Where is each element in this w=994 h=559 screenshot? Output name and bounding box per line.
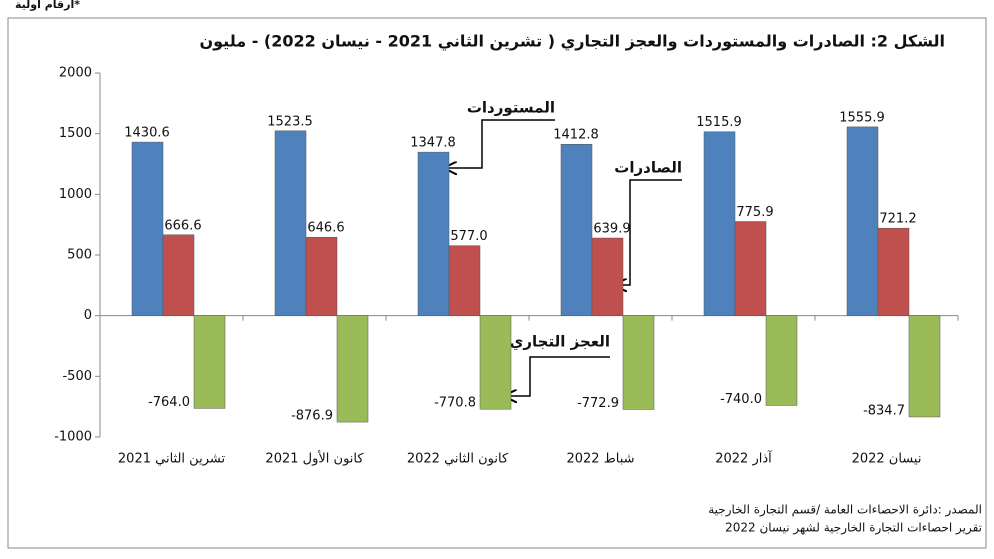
value-label: 1412.8 <box>553 128 599 143</box>
x-tick-label: تشرين الثاني 2021 <box>118 452 226 467</box>
value-label: -740.0 <box>720 392 762 407</box>
value-label: 577.0 <box>450 229 487 244</box>
x-tick-label: آذار 2022 <box>715 450 773 467</box>
value-label: 1555.9 <box>839 110 885 125</box>
source: تقرير احصاءات التجارة الخارجية لشهر نيسا… <box>725 521 982 536</box>
legend-label: الصادرات <box>614 159 682 177</box>
x-tick-label: شباط 2022 <box>566 452 634 467</box>
value-label: 666.6 <box>164 218 201 233</box>
y-tick-label: 1000 <box>59 187 92 202</box>
bar <box>591 237 624 316</box>
value-label: 646.6 <box>307 221 344 236</box>
chart-title: الشكل 2: الصادرات والمستوردات والعجز الت… <box>199 32 945 52</box>
legend-label: المستوردات <box>467 99 555 117</box>
y-tick-label: 1500 <box>59 126 92 141</box>
bar <box>734 221 767 316</box>
bar <box>877 227 910 316</box>
bar <box>193 315 226 409</box>
value-label: 639.9 <box>593 222 630 237</box>
note: *أرقام أولية <box>15 0 80 11</box>
y-tick-label: -500 <box>62 369 92 384</box>
value-label: 1523.5 <box>267 114 313 129</box>
callout-arrow <box>445 119 555 168</box>
value-label: 1347.8 <box>410 136 456 151</box>
x-tick-label: كانون الأول 2021 <box>265 450 364 467</box>
bar <box>131 141 164 316</box>
bar <box>417 151 450 316</box>
y-tick-label: 500 <box>67 248 92 263</box>
bar <box>274 130 307 316</box>
value-label: -772.9 <box>577 396 619 411</box>
value-label: -770.8 <box>434 396 476 411</box>
y-tick-label: -1000 <box>54 430 92 445</box>
bar <box>336 315 369 423</box>
y-tick-label: 2000 <box>59 66 92 81</box>
value-label: 721.2 <box>879 212 916 227</box>
x-tick-label: كانون الثاني 2022 <box>407 452 509 467</box>
y-tick-label: 0 <box>84 308 92 323</box>
bar <box>765 315 798 406</box>
bar <box>162 234 195 316</box>
bar <box>846 126 879 316</box>
legend-label: العجز التجاري <box>510 333 610 352</box>
bar <box>479 315 512 410</box>
bar <box>560 143 593 316</box>
x-tick-label: نيسان 2022 <box>852 452 922 467</box>
value-label: -764.0 <box>148 395 190 410</box>
value-label: -834.7 <box>863 403 905 418</box>
frame <box>7 17 987 549</box>
value-label: 1515.9 <box>696 115 742 130</box>
value-label: 775.9 <box>736 205 773 220</box>
bar <box>908 315 941 418</box>
value-label: 1430.6 <box>124 126 170 141</box>
bar <box>622 315 655 410</box>
bar <box>703 131 736 316</box>
bar <box>305 236 338 316</box>
callout-arrow <box>505 356 610 396</box>
source: المصدر :دائرة الاحصاءات العامة /قسم التج… <box>708 503 982 518</box>
bar <box>448 245 481 316</box>
value-label: -876.9 <box>291 409 333 424</box>
